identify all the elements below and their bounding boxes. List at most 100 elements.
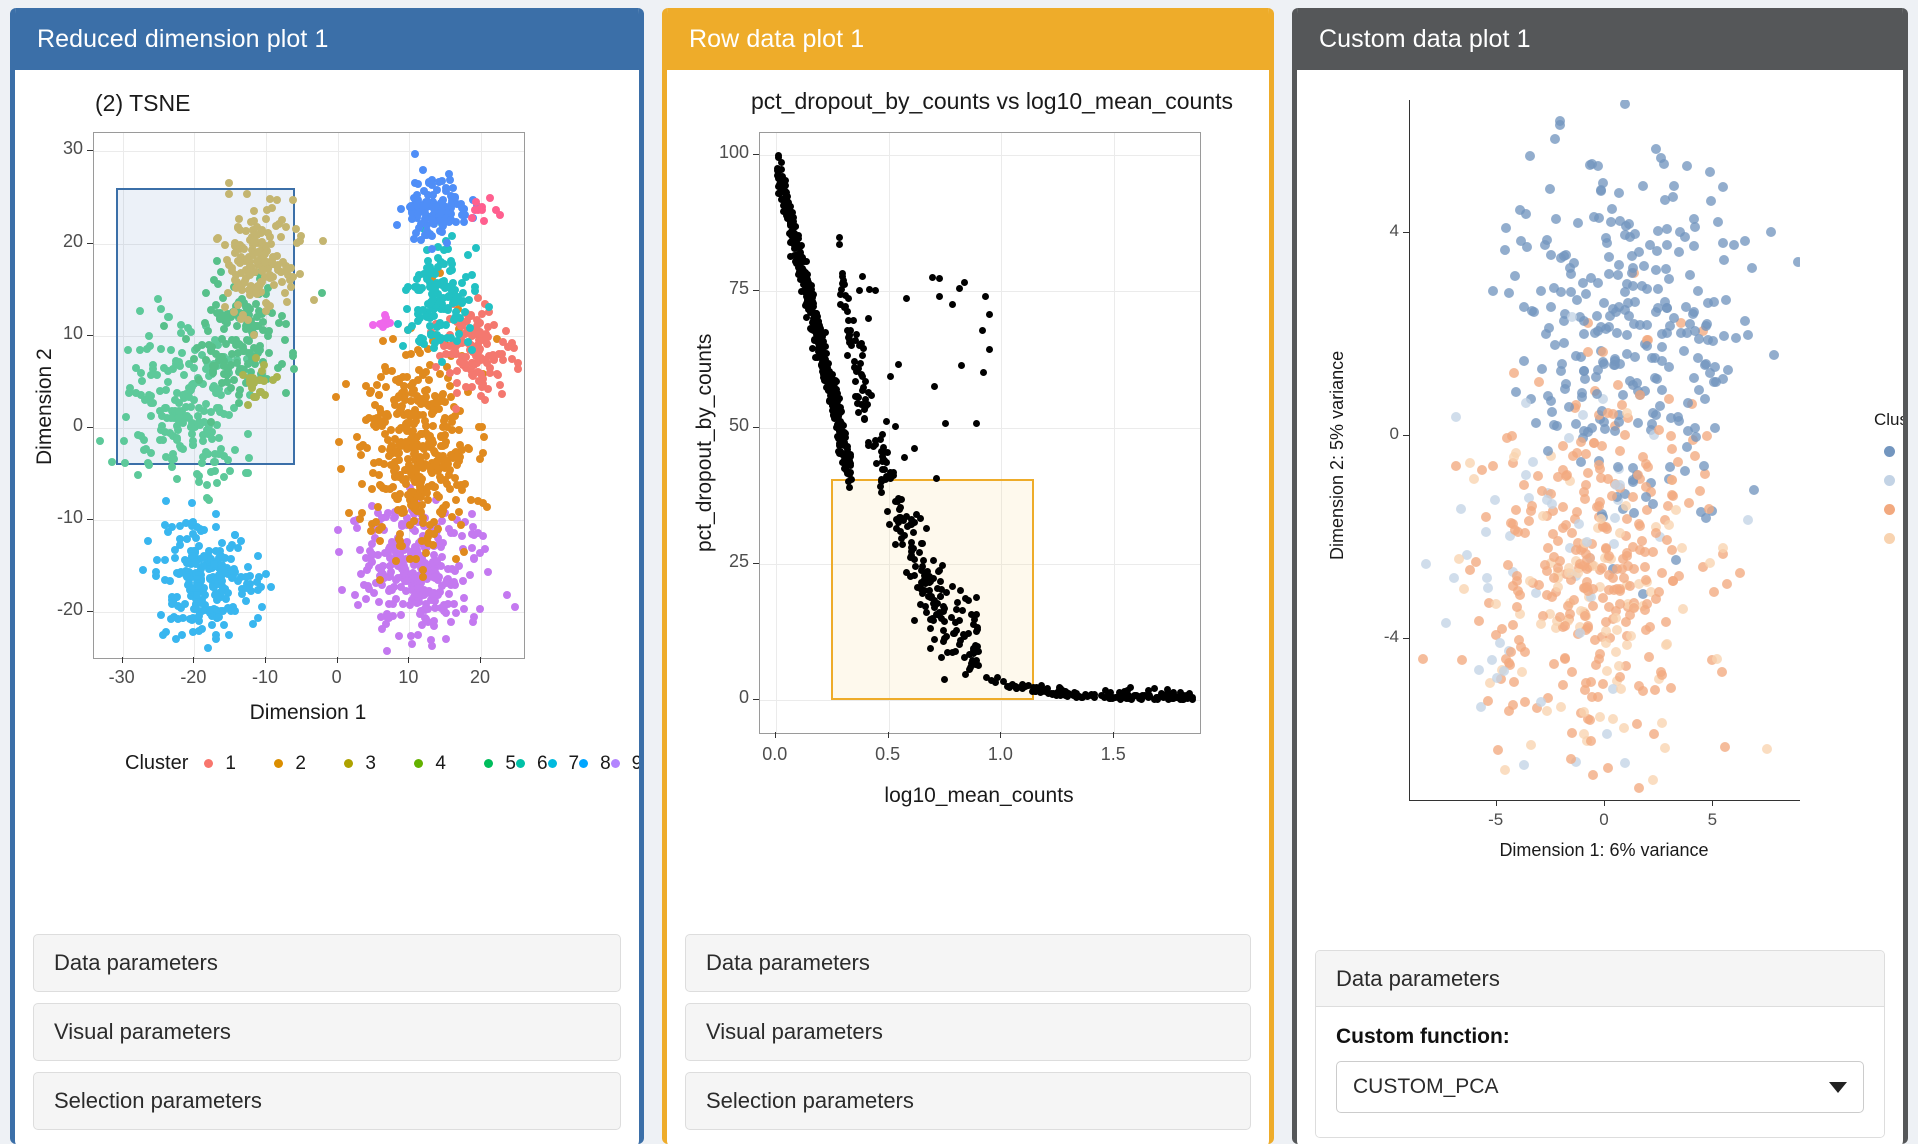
scatter-point: [940, 638, 948, 646]
scatter-point: [176, 328, 185, 337]
y-tick-mark: [753, 153, 759, 155]
scatter-point: [1582, 622, 1593, 633]
scatter-point: [1506, 646, 1517, 657]
scatter-point: [1656, 356, 1667, 367]
scatter-point: [356, 546, 365, 555]
scatter-point: [451, 286, 460, 295]
scatter-point: [1582, 346, 1593, 357]
scatter-point: [938, 654, 946, 662]
scatter-point: [207, 345, 216, 354]
scatter-point: [403, 426, 412, 435]
scatter-point: [455, 406, 464, 415]
tsne-scatter-plot[interactable]: (2) TSNE -30 -20 -10 0 10 20 -20 -10 0 10 20 30 Dime…: [15, 70, 639, 870]
custom-function-select[interactable]: CUSTOM_PCA: [1336, 1061, 1864, 1113]
scatter-point: [357, 509, 366, 518]
scatter-point: [1569, 513, 1580, 524]
scatter-point: [1766, 227, 1777, 238]
scatter-point: [146, 411, 155, 420]
legend-item-label: 6: [536, 752, 548, 774]
scatter-point: [446, 528, 455, 537]
selection-parameters-toggle[interactable]: Selection parameters: [685, 1072, 1251, 1130]
scatter-point: [246, 350, 255, 359]
scatter-point: [418, 531, 427, 540]
scatter-point: [213, 420, 222, 429]
scatter-point: [427, 289, 436, 298]
scatter-point: [1525, 575, 1536, 586]
scatter-point: [432, 363, 441, 372]
scatter-point: [156, 611, 165, 620]
data-parameters-toggle[interactable]: Data parameters: [685, 934, 1251, 992]
scatter-point: [1579, 583, 1590, 594]
selection-parameters-toggle[interactable]: Selection parameters: [33, 1072, 621, 1130]
y-tick-mark: [753, 290, 759, 292]
scatter-point: [233, 277, 242, 286]
scatter-point: [883, 508, 891, 516]
scatter-point: [1592, 389, 1603, 400]
legend-item: 3: [344, 753, 414, 775]
data-parameters-toggle[interactable]: Data parameters: [33, 934, 621, 992]
scatter-point: [382, 513, 391, 522]
scatter-point: [891, 423, 899, 431]
scatter-point: [851, 357, 859, 365]
scatter-point: [782, 188, 790, 196]
scatter-point: [1642, 341, 1653, 352]
scatter-point: [257, 366, 266, 375]
scatter-point: [819, 353, 827, 361]
scatter-point: [381, 362, 390, 371]
scatter-point: [1519, 301, 1530, 312]
scatter-point: [1620, 757, 1631, 768]
visual-parameters-toggle[interactable]: Visual parameters: [33, 1003, 621, 1061]
dropout-scatter-plot[interactable]: pct_dropout_by_counts vs log10_mean_coun…: [667, 70, 1269, 870]
scatter-point: [1579, 315, 1590, 326]
scatter-point: [1465, 458, 1476, 468]
scatter-point: [423, 257, 432, 266]
scatter-point: [401, 465, 410, 474]
scatter-point: [447, 513, 456, 522]
scatter-point: [1578, 706, 1589, 717]
scatter-point: [1508, 367, 1519, 378]
scatter-point: [224, 179, 233, 188]
scatter-point: [1651, 410, 1662, 421]
scatter-point: [213, 478, 222, 487]
scatter-point: [252, 286, 261, 295]
scatter-point: [882, 458, 890, 466]
scatter-point: [369, 589, 378, 598]
scatter-point: [335, 437, 344, 446]
scatter-point: [471, 351, 480, 360]
scatter-point: [986, 310, 994, 318]
scatter-point: [177, 349, 186, 358]
scatter-point: [1160, 693, 1168, 701]
scatter-point: [414, 631, 423, 640]
scatter-point: [380, 430, 389, 439]
scatter-point: [406, 434, 415, 443]
scatter-point: [1632, 417, 1643, 428]
scatter-point: [375, 390, 384, 399]
data-parameters-toggle[interactable]: Data parameters: [1316, 951, 1884, 1007]
scatter-point: [1561, 471, 1572, 482]
scatter-point: [1676, 317, 1687, 328]
scatter-point: [1145, 693, 1153, 701]
scatter-point: [216, 309, 225, 318]
scatter-point: [841, 280, 849, 288]
scatter-point: [1619, 573, 1630, 584]
scatter-point: [423, 495, 432, 504]
scatter-point: [1491, 630, 1502, 641]
panel-body-row-data: pct_dropout_by_counts vs log10_mean_coun…: [667, 70, 1269, 1144]
scatter-point: [197, 624, 206, 633]
scatter-point: [1530, 588, 1541, 599]
scatter-point: [468, 383, 477, 392]
scatter-point: [1642, 334, 1653, 345]
custom-pca-scatter-plot[interactable]: -5 0 5 -4 0 4 Dimension 1: 6% variance Dimensio…: [1297, 70, 1903, 950]
scatter-point: [1158, 690, 1166, 698]
legend-item-label: 9: [632, 753, 639, 775]
tsne-panel: [93, 132, 525, 659]
visual-parameters-toggle[interactable]: Visual parameters: [685, 1003, 1251, 1061]
scatter-point: [1503, 706, 1514, 717]
scatter-point: [1595, 186, 1606, 197]
scatter-point: [1669, 180, 1680, 191]
scatter-point: [248, 619, 257, 628]
scatter-point: [1591, 310, 1602, 321]
scatter-point: [381, 417, 390, 426]
x-tick-mark: [480, 657, 481, 663]
scatter-point: [1718, 548, 1729, 559]
